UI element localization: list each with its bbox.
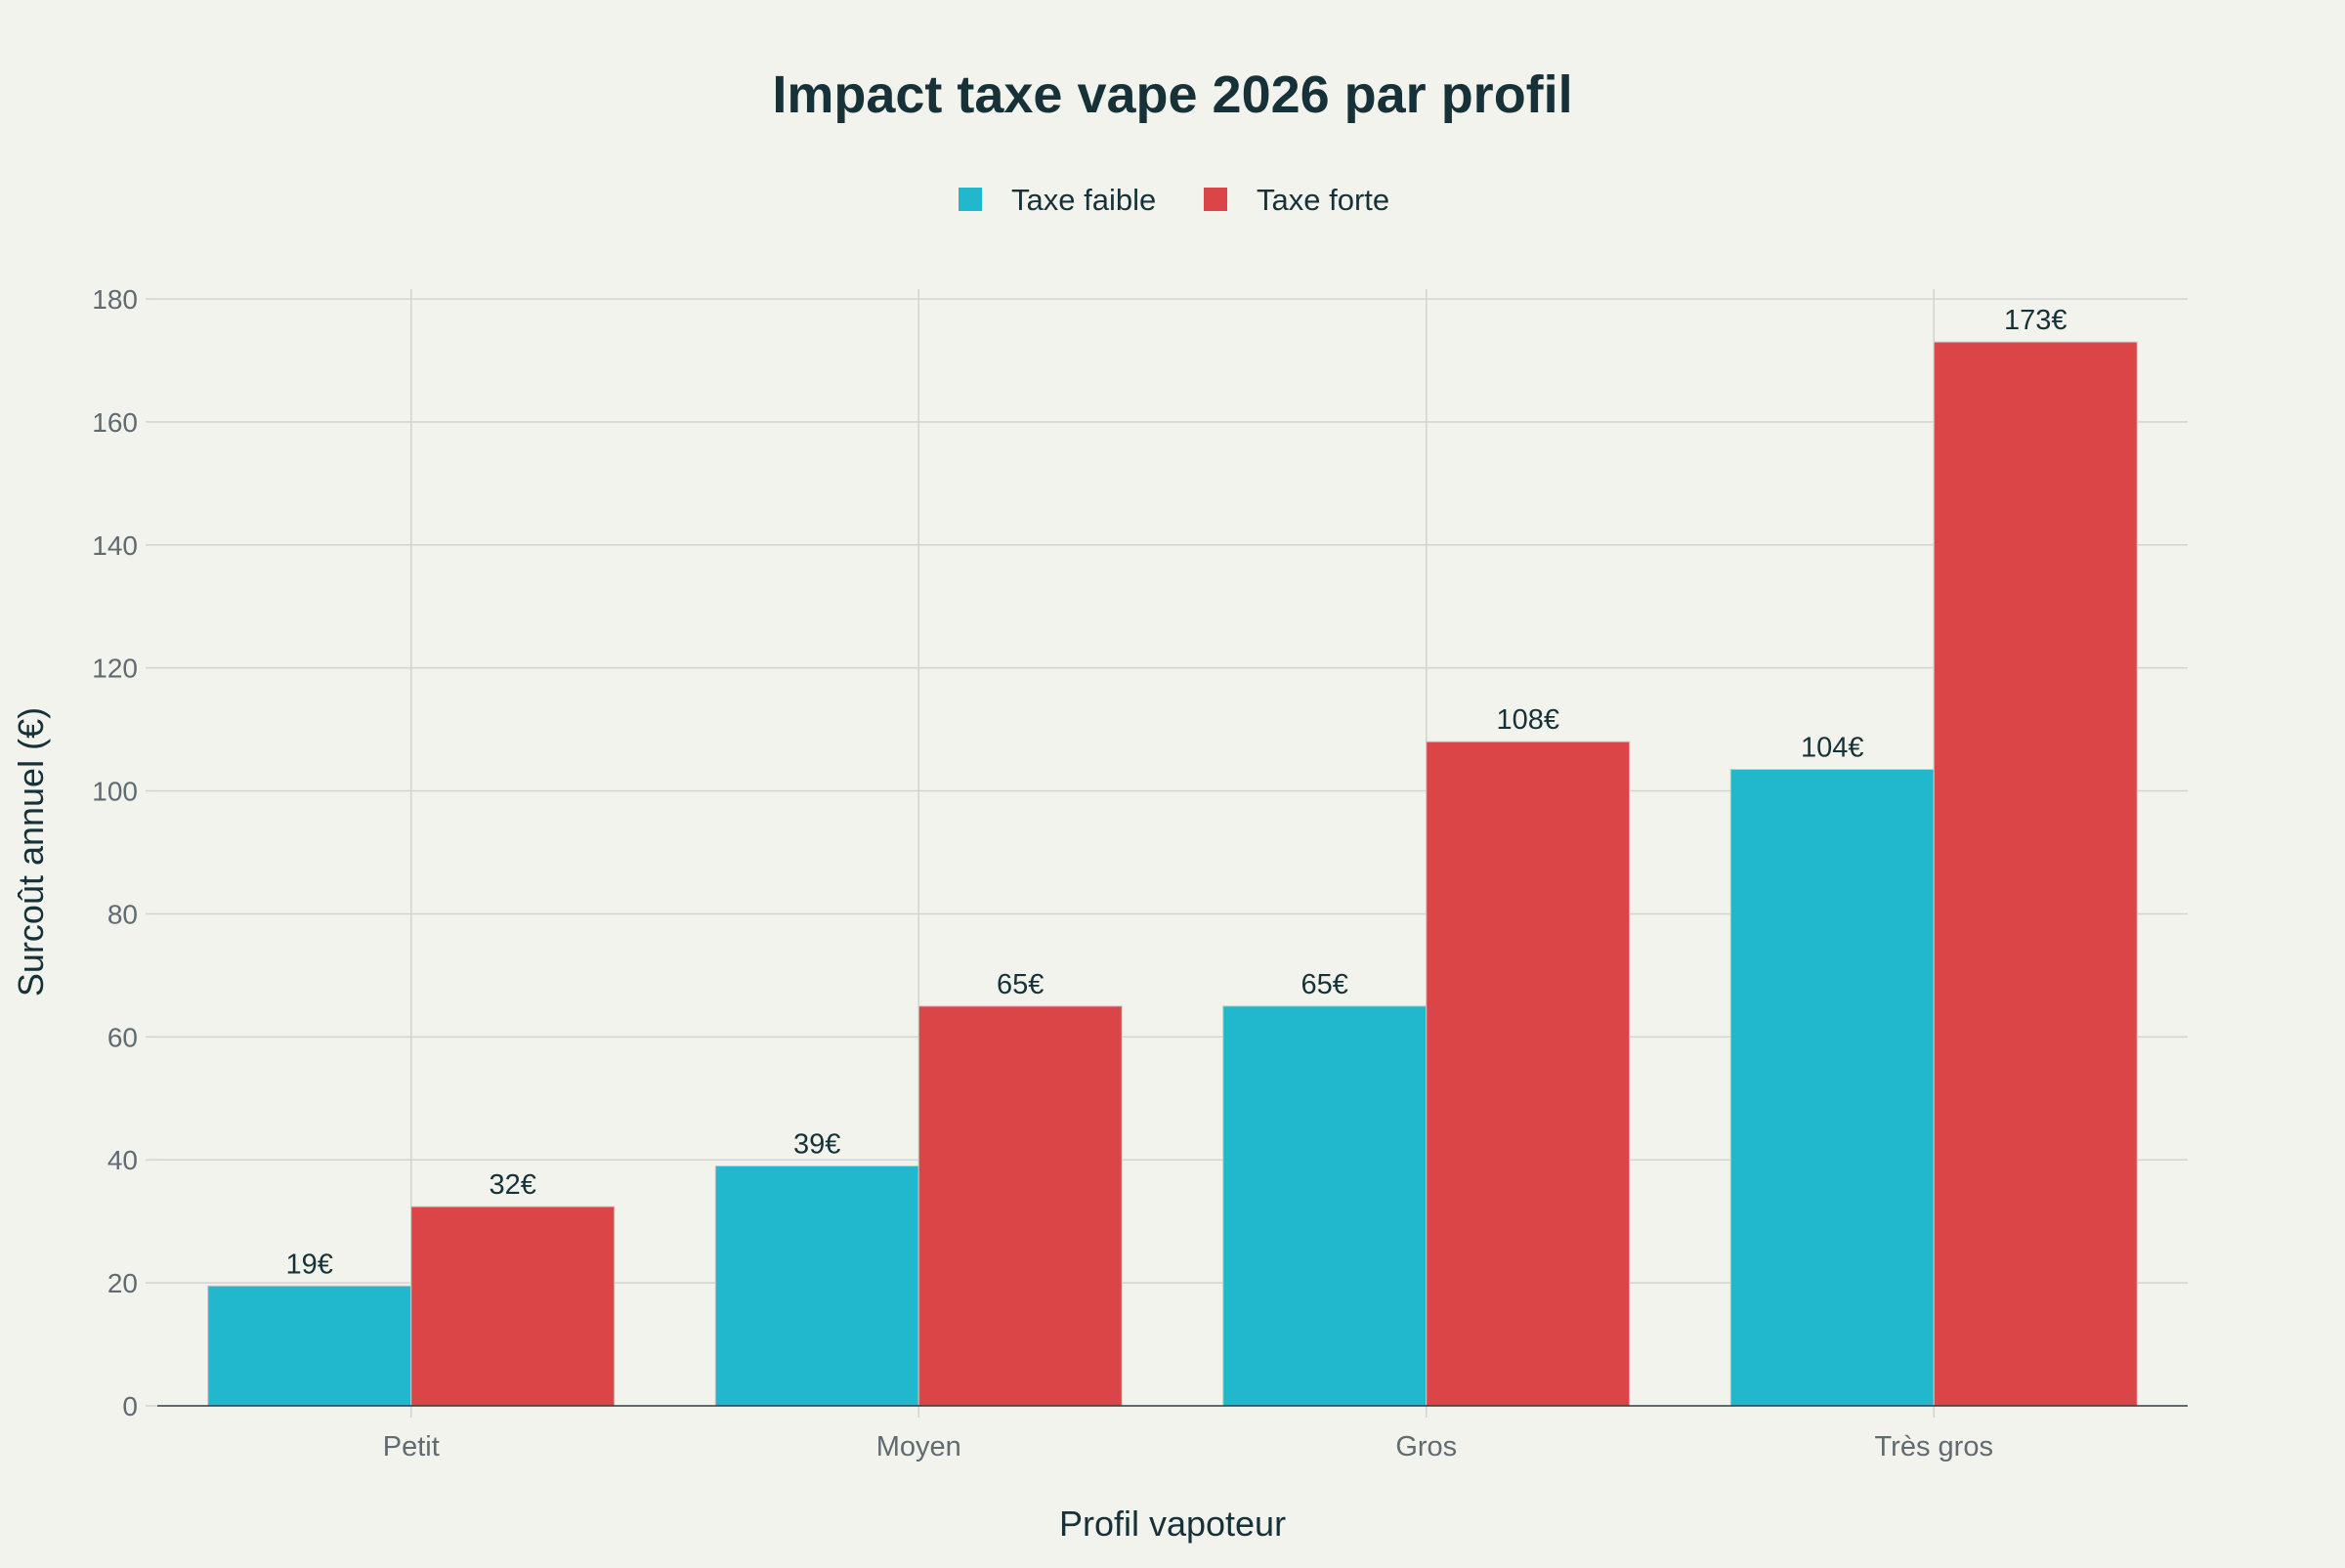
data-label: 65€: [1301, 969, 1348, 1000]
y-tick-label: 100: [92, 777, 138, 807]
y-tick-label: 20: [107, 1268, 138, 1298]
data-label: 104€: [1801, 733, 1864, 764]
bar-taxe-forte: [1426, 741, 1631, 1407]
data-label: 32€: [490, 1169, 536, 1201]
x-tick-label: Petit: [383, 1431, 440, 1462]
legend-label: Taxe forte: [1257, 183, 1389, 217]
data-label: 108€: [1496, 704, 1559, 736]
data-label: 65€: [997, 969, 1044, 1000]
y-tick-label: 140: [92, 530, 138, 561]
bar-taxe-faible: [207, 1285, 412, 1407]
bar-taxe-forte: [917, 1005, 1123, 1407]
y-tick-label: 80: [107, 899, 138, 929]
y-axis: 0 20 40 60 80 100 120 140 160 180: [92, 284, 157, 1421]
legend-swatch: [959, 188, 982, 211]
y-tick-label: 160: [92, 407, 138, 438]
x-tick-label: Moyen: [876, 1431, 961, 1462]
x-axis-title: Profil vapoteur: [1059, 1504, 1286, 1544]
y-tick-label: 120: [92, 654, 138, 684]
y-tick-label: 0: [122, 1391, 138, 1421]
data-label: 39€: [793, 1129, 840, 1161]
bar-taxe-forte: [1933, 341, 2138, 1407]
legend-swatch: [1204, 188, 1227, 211]
data-label: 19€: [286, 1249, 333, 1280]
y-tick-label: 60: [107, 1022, 138, 1052]
x-axis: Petit Moyen Gros Très gros: [157, 1405, 2188, 1462]
y-tick-label: 180: [92, 284, 138, 315]
bar-taxe-faible: [1222, 1005, 1428, 1407]
legend-label: Taxe faible: [1011, 183, 1156, 217]
bar-taxe-faible: [1729, 769, 1935, 1407]
data-label: 173€: [2004, 305, 2068, 336]
x-tick-label: Gros: [1395, 1431, 1457, 1462]
x-tick-label: Très gros: [1875, 1431, 1993, 1462]
y-axis-title: Surcoût annuel (€): [11, 707, 51, 996]
bars: 19€ 39€ 65€ 104€ 32€ 65€ 108€ 173€: [207, 305, 2138, 1407]
bar-taxe-forte: [410, 1206, 616, 1407]
chart-title: Impact taxe vape 2026 par profil: [772, 65, 1572, 124]
legend: Taxe faible Taxe forte: [959, 183, 1389, 217]
y-tick-label: 40: [107, 1145, 138, 1175]
bar-taxe-faible: [714, 1165, 919, 1407]
